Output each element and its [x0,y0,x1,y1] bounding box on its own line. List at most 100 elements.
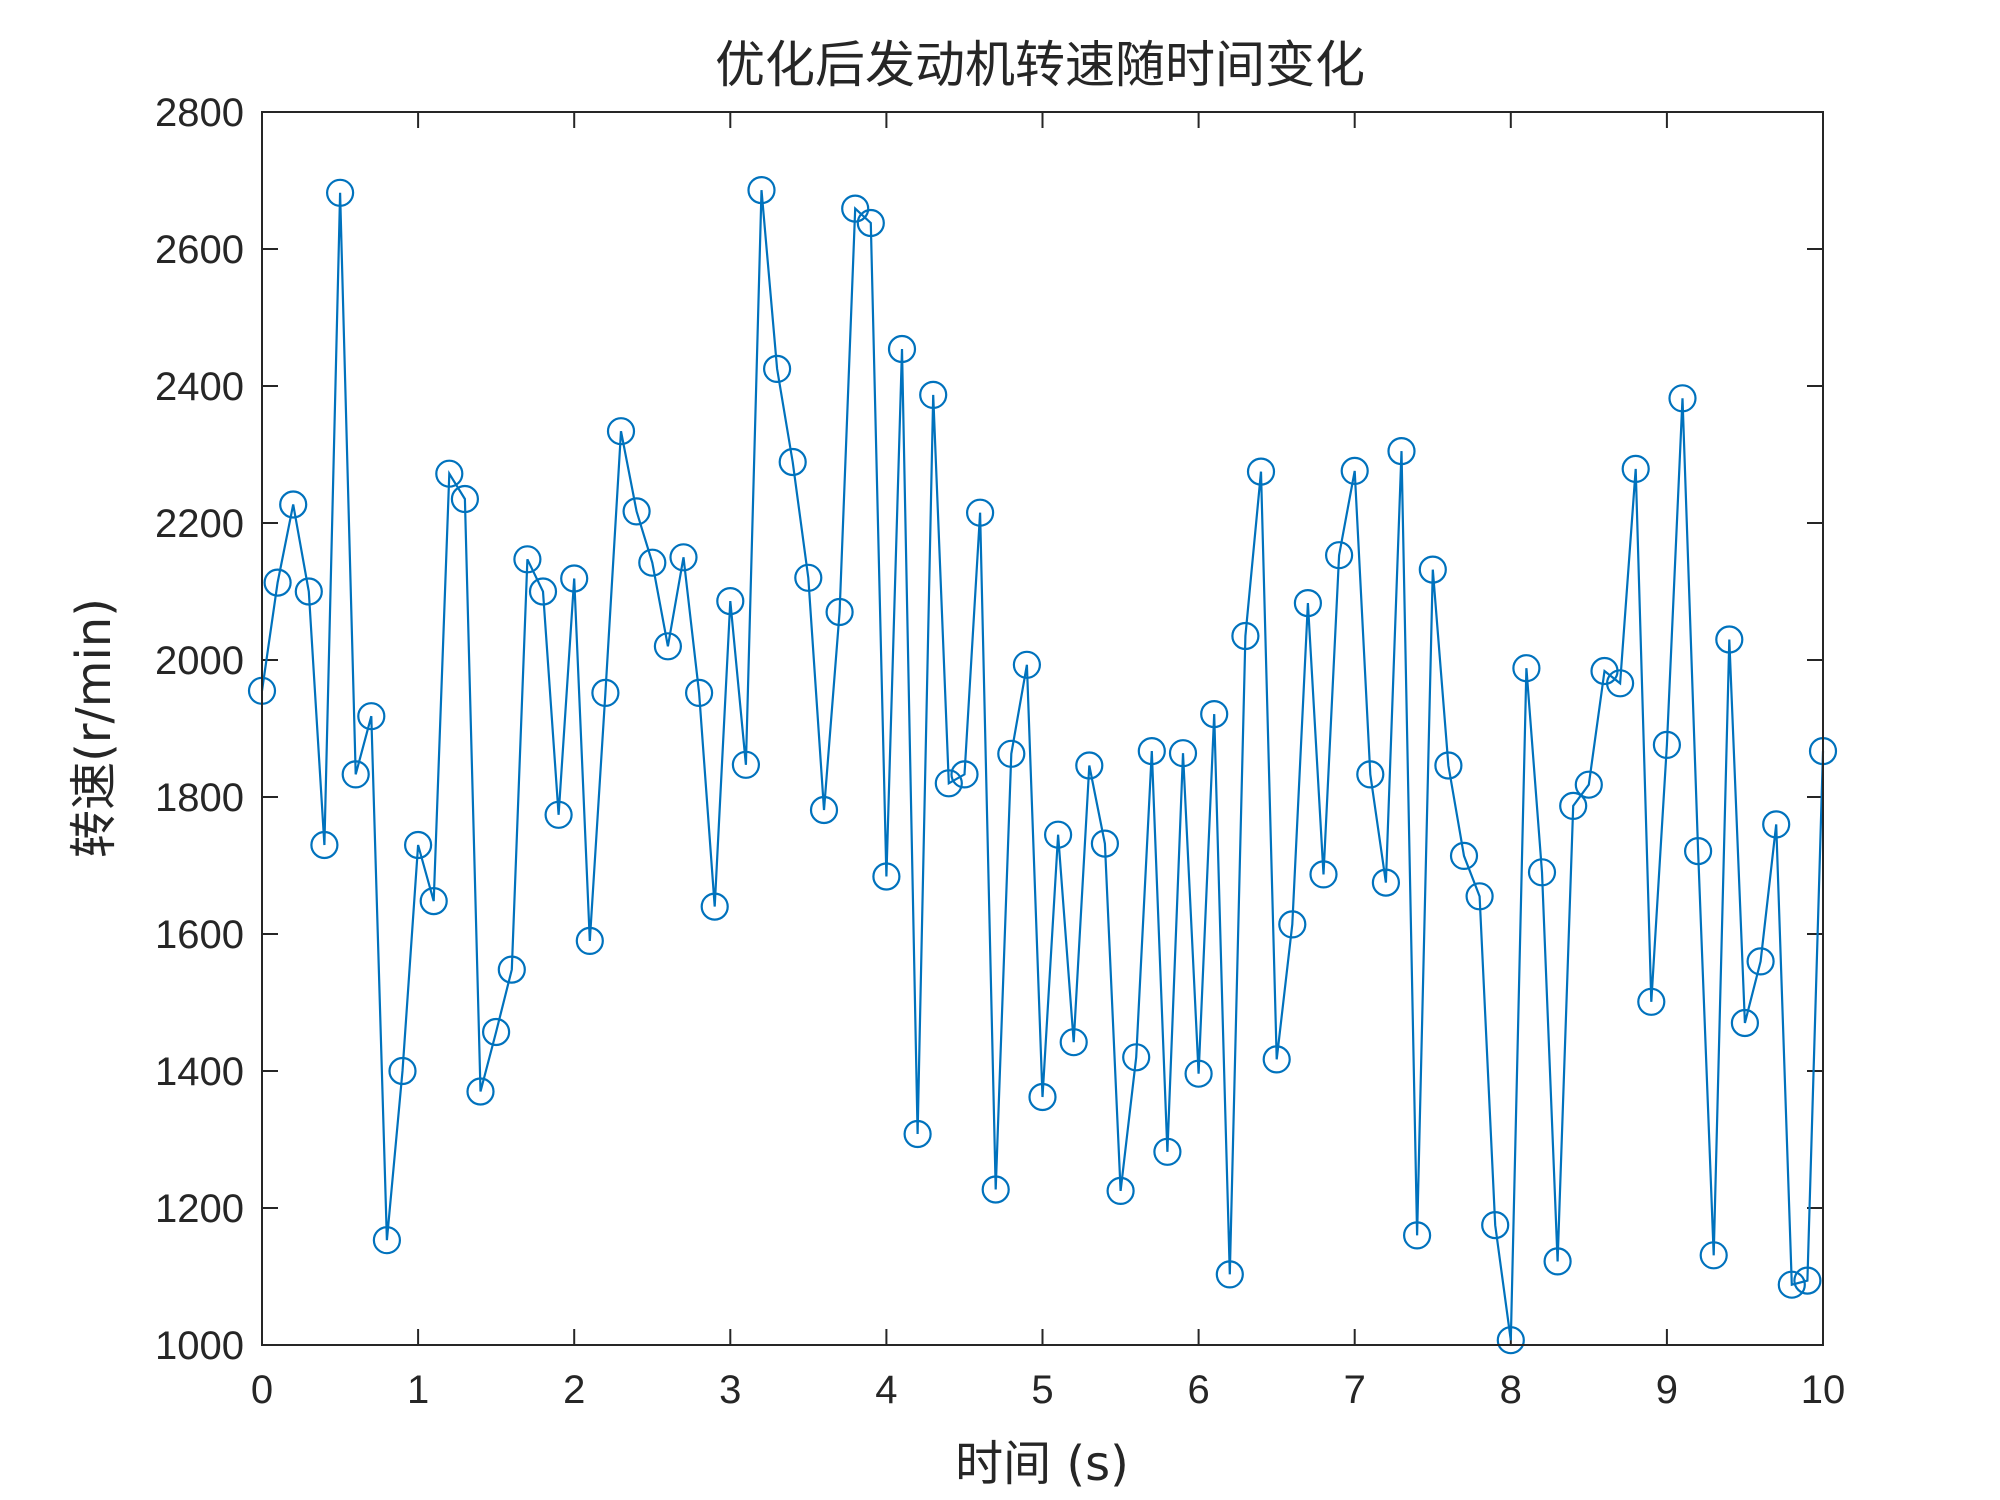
y-tick-label: 2800 [155,91,244,135]
data-point [1012,650,1042,679]
data-point [1715,625,1744,654]
data-point [1699,1241,1728,1270]
y-tick-label: 1600 [155,913,244,957]
data-point [575,926,604,956]
data-point [1730,1008,1760,1038]
data-point [435,459,464,488]
data-point [981,1175,1010,1204]
data-point [1574,770,1603,799]
data-point [700,892,729,921]
data-point [1262,1045,1291,1074]
data-point [1465,882,1494,911]
x-tick-label: 9 [1656,1368,1678,1412]
y-axis-ticks: 1000 1200 1400 1600 1800 2000 2200 2400 2600 2800 [155,91,1823,1368]
data-point [638,548,667,577]
data-point [450,484,479,514]
data-point [747,176,776,205]
series-line [260,190,1825,1341]
data-point [1746,947,1775,976]
chart-title: 优化后发动机转速随时间变化 [715,36,1365,94]
data-point [466,1077,495,1106]
x-tick-label: 1 [407,1368,429,1412]
data-point [1184,1059,1213,1088]
data-point [1559,791,1588,821]
x-tick-label: 6 [1187,1368,1209,1412]
data-point [1324,541,1354,570]
data-point [1527,858,1557,887]
data-point [1309,860,1338,889]
data-point [1106,1176,1135,1206]
data-point [622,497,651,526]
data-point [887,334,917,364]
data-point [919,380,948,409]
data-point [404,830,433,860]
data-point [997,739,1026,768]
data-point [1246,457,1276,486]
data-point [1153,1137,1182,1166]
x-tick-label: 5 [1031,1368,1053,1412]
data-point [872,862,901,891]
data-point [1777,1270,1806,1299]
data-point [653,632,683,661]
data-point [841,194,870,223]
data-point [1683,836,1713,866]
data-point [1215,1260,1244,1289]
y-axis-label: 转速(r/min) [66,598,122,858]
data-point [716,586,745,616]
x-axis-ticks: 0 1 2 3 4 5 6 7 8 9 10 [251,112,1845,1412]
data-point [1637,987,1666,1016]
data-point [1449,841,1479,871]
data-point [528,577,558,606]
data-point [294,577,323,606]
data-point [1668,384,1697,413]
data-point [1168,739,1198,768]
data-point [1652,730,1682,760]
y-tick-label: 1200 [155,1187,244,1231]
x-tick-label: 10 [1801,1368,1846,1412]
data-point [1762,810,1791,839]
data-point [1371,868,1401,897]
data-point [341,760,370,789]
data-point [965,498,995,527]
data-point [513,545,542,574]
data-point [1621,454,1650,483]
data-point [310,830,339,860]
data-point [856,208,885,238]
data-point [903,1119,932,1149]
data-point [419,886,448,916]
y-tick-label: 2400 [155,365,244,409]
data-point [606,417,636,446]
data-point [497,955,526,984]
data-point [1512,654,1541,683]
data-point [591,678,620,708]
data-point [934,769,963,798]
data-point [1605,669,1635,698]
data-point [1793,1266,1822,1295]
y-tick-label: 1000 [155,1324,244,1368]
data-point [1200,699,1229,729]
data-point [1043,820,1073,849]
x-tick-label: 0 [251,1368,273,1412]
data-point [372,1226,401,1255]
data-point [731,750,761,779]
data-point [1028,1082,1057,1112]
x-tick-label: 7 [1344,1368,1366,1412]
x-tick-label: 8 [1500,1368,1522,1412]
data-point [1059,1028,1088,1057]
plot-area-frame [261,111,1824,1346]
data-point [357,702,386,731]
data-point [1481,1210,1510,1240]
data-point [1402,1221,1432,1250]
x-tick-label: 2 [563,1368,585,1412]
data-point [809,795,839,825]
data-point [1418,555,1447,584]
y-tick-label: 2600 [155,228,244,272]
data-point [1075,751,1104,780]
data-point [388,1056,417,1086]
data-point [762,354,792,383]
data-point [1496,1326,1525,1355]
data-point [1543,1247,1572,1276]
x-axis-label: 时间 (s) [955,1436,1129,1492]
x-tick-label: 4 [875,1368,897,1412]
